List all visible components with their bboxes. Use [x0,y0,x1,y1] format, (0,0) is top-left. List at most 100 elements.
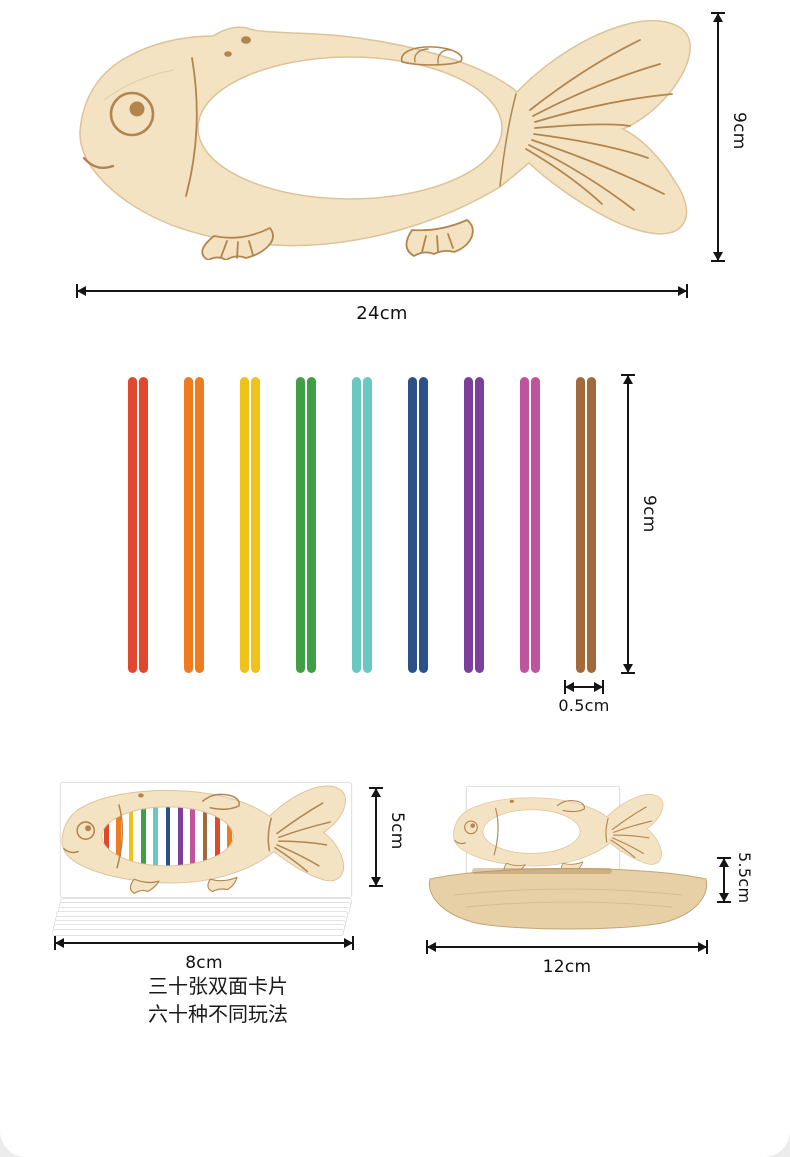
base-slot [472,868,612,874]
sticks-height-arrow [621,374,635,674]
fish-fins [201,219,474,260]
stick [531,377,540,673]
arrow-tick [717,901,731,903]
sticks-height-label: 9cm [639,495,659,533]
stick [408,377,417,673]
stick-pair [240,377,260,673]
fish-height-arrow [711,12,725,262]
fish-body [79,20,691,247]
mini-stick [153,806,158,868]
stand-height-label: 5.5cm [735,852,754,904]
wood-grain [103,69,174,101]
card-sheet-edge [51,928,344,937]
arrow-head [677,285,687,296]
arrow-tick [711,12,725,14]
stick-pair [464,377,484,673]
stick [195,377,204,673]
arrow-tick [621,672,635,674]
stick-pair [576,377,596,673]
arrow-head [77,285,87,296]
arrow-head [622,375,633,385]
mini-stick [141,806,146,868]
stick [352,377,361,673]
arrow-tick [76,284,78,298]
fish-engravings [82,39,673,211]
mini-stick [104,806,109,868]
arrow-tick [369,885,383,887]
fish-width-label: 24cm [356,303,408,324]
arrow-tick [426,940,428,954]
arrow-line [566,686,602,688]
caption-line-1: 三十张双面卡片 [148,974,288,998]
mini-stick [178,806,183,868]
fish-gill [185,57,198,197]
stick [296,377,305,673]
arrow-head [593,681,603,692]
fish-width-arrow [76,284,688,298]
fish-peduncle-line [499,93,517,187]
cards-height-label: 5cm [387,812,407,850]
mini-stick [190,806,195,868]
cards-width-arrow [54,936,354,950]
arrow-tick [717,857,731,859]
arrow-line [717,14,719,260]
arrow-head [370,876,381,886]
stick [419,377,428,673]
wooden-base [428,868,708,930]
mini-stick [202,806,208,868]
stand-height-arrow [717,857,731,903]
arrow-head [343,937,353,948]
fish-eye [109,91,155,137]
stick-pair [296,377,316,673]
stick [475,377,484,673]
stick-width-arrow [564,680,604,694]
stick-pair [128,377,148,673]
stick-pair [352,377,372,673]
stick-pair [184,377,204,673]
arrow-head [55,937,65,948]
fish-on-cards [61,785,347,895]
cards-caption: 三十张双面卡片 六十种不同玩法 [98,972,338,1028]
mini-stick [165,806,171,868]
cards-width-label: 8cm [185,953,223,973]
arrow-tick [352,936,354,950]
arrow-head [370,788,381,798]
arrow-tick [54,936,56,950]
arrow-line [56,942,352,944]
arrow-tick [602,680,604,694]
mini-stick [128,806,134,868]
arrow-head [565,681,575,692]
stick [139,377,148,673]
arrow-head [427,941,437,952]
mini-stick [116,806,121,868]
stick [251,377,260,673]
stick [240,377,249,673]
arrow-line [78,290,686,292]
arrow-line [428,946,706,948]
fish-height-label: 9cm [729,112,749,150]
stick [520,377,529,673]
mini-stick [215,806,220,868]
arrow-tick [564,680,566,694]
cards-mini-sticks [104,806,232,868]
stick [576,377,585,673]
stick [128,377,137,673]
fish-spots [129,36,251,117]
arrow-head [718,858,729,868]
stand-width-arrow [426,940,708,954]
arrow-tick [686,284,688,298]
arrow-tick [369,787,383,789]
stick [184,377,193,673]
stick [587,377,596,673]
arrow-tick [621,374,635,376]
arrow-tick [706,940,708,954]
arrow-tick [711,260,725,262]
fish-shell-engraving [400,46,463,66]
fish-mouth [82,156,115,169]
stand-width-label: 12cm [542,957,592,977]
arrow-head [718,892,729,902]
arrow-line [723,859,725,901]
stick [464,377,473,673]
mini-stick [227,806,232,868]
caption-line-2: 六十种不同玩法 [148,1002,288,1026]
